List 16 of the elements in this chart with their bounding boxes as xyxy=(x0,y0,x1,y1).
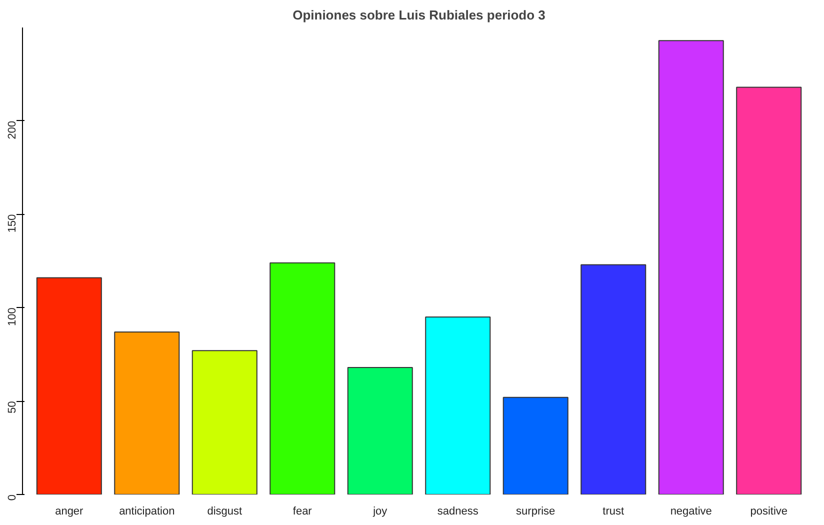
y-tick-label: 50 xyxy=(6,401,18,414)
y-tick-label: 150 xyxy=(6,214,18,233)
x-tick-label: anticipation xyxy=(119,506,175,518)
x-tick-label: anger xyxy=(55,506,84,518)
x-tick-label: surprise xyxy=(516,506,556,518)
x-tick-label: trust xyxy=(602,506,624,518)
x-tick-label: joy xyxy=(372,506,388,518)
y-tick-label: 100 xyxy=(6,308,18,326)
y-tick-label: 200 xyxy=(6,120,18,140)
x-tick-label: disgust xyxy=(207,506,242,518)
x-tick-label: negative xyxy=(670,506,712,518)
x-tick-label: fear xyxy=(292,506,312,518)
chart-title: Opiniones sobre Luis Rubiales periodo 3 xyxy=(292,8,546,22)
x-tick-label: sadness xyxy=(437,506,479,518)
x-tick-label: positive xyxy=(750,506,788,518)
y-tick-label: 0 xyxy=(6,494,18,501)
